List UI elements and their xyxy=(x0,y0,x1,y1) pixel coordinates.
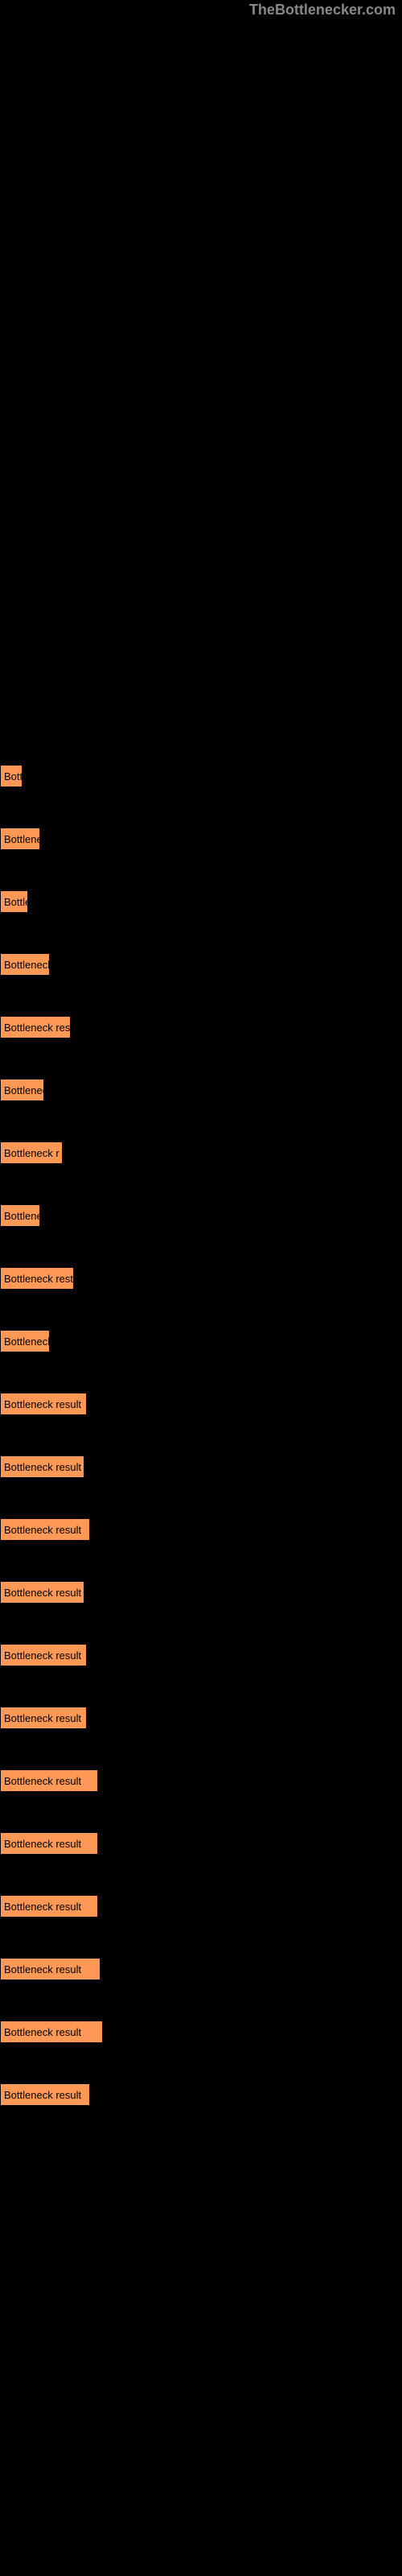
bar-text: Bottleneck xyxy=(4,1084,43,1096)
bar-text: Bottleneck result xyxy=(4,1398,81,1410)
bar-text: Bottleneck result xyxy=(4,2089,81,2101)
bar: Bottleneck result xyxy=(0,2083,90,2106)
bar-text: Bottleneck rest xyxy=(4,1273,73,1285)
bar-text: Bottlenec xyxy=(4,833,39,845)
bar: Bottlenec xyxy=(0,1204,40,1227)
bar-chart: Bott Bottlenec Bottle Bottleneck Bottleneck … xyxy=(0,765,402,2106)
bar: Bottle xyxy=(0,890,28,913)
bar-text: Bottleneck result xyxy=(4,1901,81,1913)
bar-row: Bottleneck xyxy=(0,1330,402,1352)
bar-text: Bottleneck result xyxy=(4,1461,81,1473)
bar-row: Bottlenec xyxy=(0,1204,402,1227)
bar-text: Bottle xyxy=(4,896,27,908)
bar-row: Bottleneck res xyxy=(0,1016,402,1038)
bar-row: Bottleneck result xyxy=(0,1581,402,1604)
bar: Bottleneck xyxy=(0,1079,44,1101)
bar-row: Bottlenec xyxy=(0,828,402,850)
bar-row: Bottleneck r xyxy=(0,1141,402,1164)
bar-text: Bottleneck result xyxy=(4,2026,81,2038)
bar-text: Bottleneck xyxy=(4,1335,49,1348)
bar-row: Bottleneck result xyxy=(0,2083,402,2106)
bar: Bottleneck result xyxy=(0,1518,90,1541)
bar-row: Bottle xyxy=(0,890,402,913)
bar: Bottlenec xyxy=(0,828,40,850)
bar-text: Bottleneck result xyxy=(4,1649,81,1662)
bar: Bottleneck r xyxy=(0,1141,63,1164)
bar-text: Bottleneck r xyxy=(4,1147,59,1159)
bar-row: Bottleneck xyxy=(0,1079,402,1101)
bar: Bottleneck result xyxy=(0,1455,84,1478)
top-spacer xyxy=(0,0,402,765)
bar: Bottleneck result xyxy=(0,1393,87,1415)
bar: Bott xyxy=(0,765,23,787)
bar-row: Bottleneck result xyxy=(0,1707,402,1729)
bar: Bottleneck result xyxy=(0,1958,100,1980)
bar-text: Bottlenec xyxy=(4,1210,39,1222)
bar-row: Bottleneck result xyxy=(0,1393,402,1415)
bar-row: Bottleneck rest xyxy=(0,1267,402,1290)
bar-row: Bottleneck xyxy=(0,953,402,976)
bar-text: Bottleneck result xyxy=(4,1587,81,1599)
bar: Bottleneck res xyxy=(0,1016,71,1038)
bar-row: Bottleneck result xyxy=(0,1769,402,1792)
bar-text: Bottleneck result xyxy=(4,1524,81,1536)
watermark-text: TheBottlenecker.com xyxy=(249,2,396,19)
bar-row: Bottleneck result xyxy=(0,1832,402,1855)
bar-row: Bott xyxy=(0,765,402,787)
bar-text: Bottleneck result xyxy=(4,1963,81,1975)
bar-text: Bottleneck res xyxy=(4,1022,70,1034)
bar-row: Bottleneck result xyxy=(0,1644,402,1666)
bar: Bottleneck xyxy=(0,953,50,976)
bar-row: Bottleneck result xyxy=(0,1958,402,1980)
bar-row: Bottleneck result xyxy=(0,1518,402,1541)
bar: Bottleneck rest xyxy=(0,1267,74,1290)
bar-text: Bott xyxy=(4,770,22,782)
bar: Bottleneck result xyxy=(0,1644,87,1666)
bar: Bottleneck xyxy=(0,1330,50,1352)
bar-text: Bottleneck xyxy=(4,959,49,971)
bar: Bottleneck result xyxy=(0,1832,98,1855)
bar: Bottleneck result xyxy=(0,2021,103,2043)
bar-text: Bottleneck result xyxy=(4,1712,81,1724)
bar: Bottleneck result xyxy=(0,1707,87,1729)
bar-row: Bottleneck result xyxy=(0,1895,402,1918)
bar: Bottleneck result xyxy=(0,1581,84,1604)
bar-row: Bottleneck result xyxy=(0,1455,402,1478)
bar: Bottleneck result xyxy=(0,1895,98,1918)
bar-row: Bottleneck result xyxy=(0,2021,402,2043)
bar: Bottleneck result xyxy=(0,1769,98,1792)
bar-text: Bottleneck result xyxy=(4,1775,81,1787)
bar-text: Bottleneck result xyxy=(4,1838,81,1850)
